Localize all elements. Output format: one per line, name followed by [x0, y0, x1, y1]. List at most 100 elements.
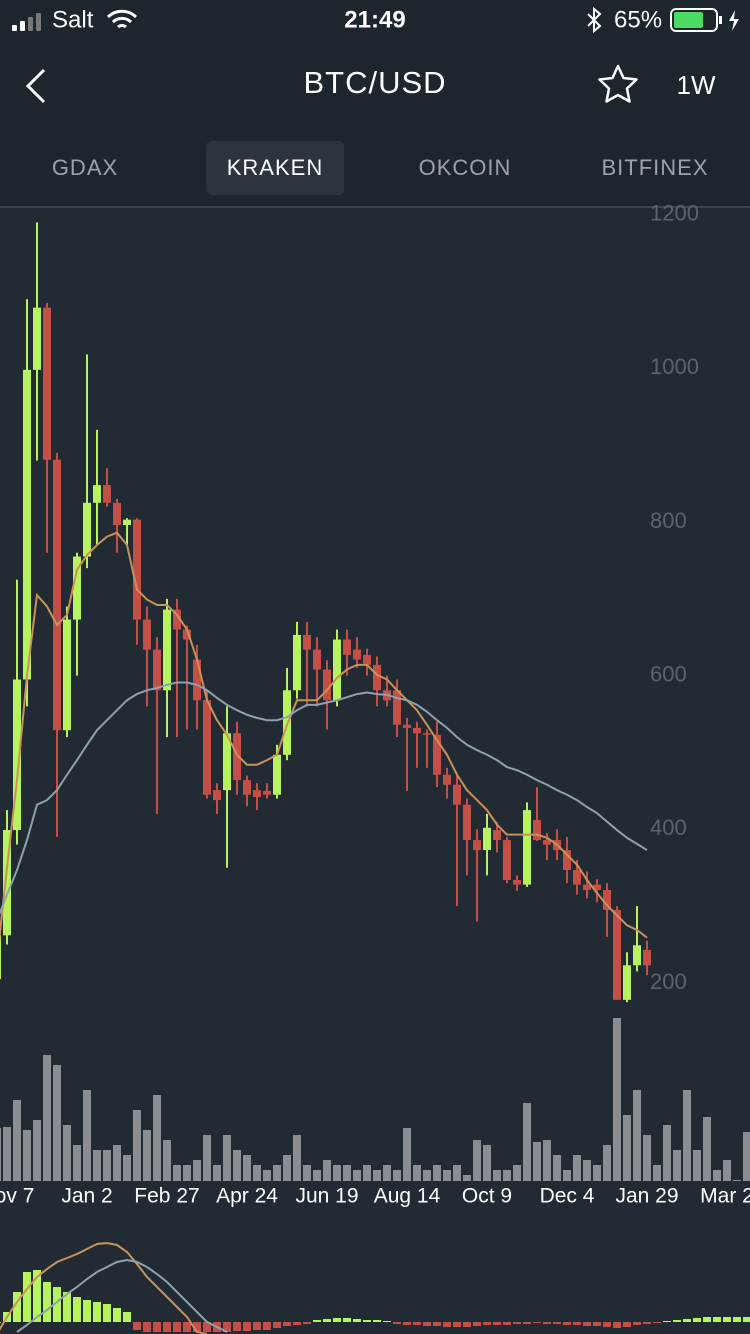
- candle-body: [483, 827, 491, 851]
- macd-bar: [533, 1322, 541, 1323]
- macd-bar: [663, 1321, 671, 1322]
- x-tick-label: Mar 2: [700, 1185, 750, 1208]
- macd-bar: [623, 1322, 631, 1327]
- candle-body: [443, 774, 451, 785]
- candle-body: [83, 502, 91, 557]
- macd-bar: [373, 1320, 381, 1322]
- plot: 200 400 600 800 1000 1200 Nov 7 Jan 2 Feb 27 Apr …: [0, 200, 750, 1334]
- macd-bar: [553, 1322, 561, 1324]
- volume-bar: [53, 1065, 61, 1181]
- volume-bar: [413, 1165, 421, 1181]
- tab[interactable]: BITFINEX: [601, 155, 708, 180]
- volume-bar: [423, 1170, 431, 1181]
- candle-body: [173, 609, 181, 630]
- volume-bar: [643, 1135, 651, 1181]
- interval-button[interactable]: 1W: [677, 70, 716, 100]
- candle-body: [583, 884, 591, 890]
- carrier: Salt: [52, 6, 94, 33]
- macd-bar: [303, 1322, 311, 1324]
- macd-bar: [413, 1322, 421, 1325]
- macd-bar: [673, 1320, 681, 1322]
- macd-bar: [123, 1312, 131, 1322]
- macd-bar: [653, 1322, 661, 1323]
- candle-body: [633, 945, 641, 966]
- candle-body: [233, 733, 241, 781]
- macd-bar: [613, 1322, 621, 1328]
- candle-body: [603, 889, 611, 910]
- macd-bar: [153, 1322, 161, 1332]
- macd-bar: [583, 1322, 591, 1326]
- macd-bar: [113, 1308, 121, 1322]
- volume-bar: [443, 1170, 451, 1181]
- macd-bar: [143, 1322, 151, 1332]
- tab[interactable]: OKCOIN: [419, 155, 512, 180]
- candle-body: [463, 804, 471, 841]
- macd-bar: [133, 1322, 141, 1330]
- candle-body: [213, 790, 221, 801]
- candle-body: [243, 780, 251, 795]
- x-tick-label: Dec 4: [540, 1185, 595, 1208]
- macd-bar: [593, 1322, 601, 1326]
- x-tick-label: Jan 29: [615, 1185, 678, 1208]
- candle-body: [93, 485, 101, 503]
- volume-bar: [433, 1165, 441, 1181]
- volume-bar: [213, 1165, 221, 1181]
- volume-bar: [13, 1100, 21, 1181]
- candle-body: [413, 727, 421, 734]
- volume-bar: [473, 1140, 481, 1181]
- candle-body: [3, 830, 11, 936]
- volume-bar: [483, 1145, 491, 1181]
- candle-body: [203, 700, 211, 795]
- volume-bar: [373, 1170, 381, 1181]
- macd-bar: [393, 1322, 401, 1324]
- volume-bar: [453, 1165, 461, 1181]
- volume-bar: [743, 1132, 750, 1181]
- candle-body: [13, 679, 21, 831]
- tab-highlight: [206, 141, 344, 195]
- volume-bar: [173, 1165, 181, 1181]
- volume-bar: [403, 1128, 411, 1181]
- macd-bar: [13, 1292, 21, 1322]
- back-button[interactable]: [25, 68, 46, 104]
- candle-body: [293, 634, 301, 691]
- volume-bar: [613, 1018, 621, 1181]
- macd-bar: [53, 1287, 61, 1322]
- tab[interactable]: GDAX: [52, 155, 118, 180]
- macd-line: [0, 1241, 208, 1334]
- volume-bar: [673, 1150, 681, 1181]
- candle-body: [163, 609, 171, 691]
- macd-bar: [563, 1322, 571, 1325]
- volume-bar: [243, 1155, 251, 1181]
- macd-bar: [253, 1322, 261, 1330]
- macd-bar: [513, 1322, 521, 1324]
- header-bg: [0, 0, 750, 207]
- macd-bar: [193, 1322, 201, 1332]
- candle-body: [103, 485, 111, 503]
- candle-body: [403, 724, 411, 728]
- macd-bar: [313, 1320, 321, 1322]
- volume-bar: [333, 1165, 341, 1181]
- macd-bar: [733, 1317, 741, 1322]
- battery-icon: [670, 8, 739, 32]
- volume-bar: [683, 1090, 691, 1181]
- moving-average: [0, 681, 648, 916]
- candle-body: [533, 820, 541, 841]
- macd-bar: [353, 1319, 361, 1322]
- macd-bar: [723, 1317, 731, 1322]
- tabs: GDAX KRAKEN OKCOIN BITFINEX: [52, 141, 708, 195]
- macd-bar: [23, 1272, 31, 1322]
- tab[interactable]: KRAKEN: [227, 155, 323, 180]
- volume-bar: [703, 1117, 711, 1181]
- volume-bar: [83, 1090, 91, 1181]
- candle-body: [503, 840, 511, 881]
- macd-bar: [743, 1317, 750, 1322]
- macd-bar: [343, 1318, 351, 1322]
- volume-bar: [193, 1160, 201, 1181]
- favorite-button[interactable]: [598, 64, 638, 103]
- macd-bar: [223, 1322, 231, 1332]
- volume-bar: [93, 1150, 101, 1181]
- y-tick-label: 1200: [650, 200, 699, 225]
- candle-body: [343, 639, 351, 655]
- volume-bar: [263, 1170, 271, 1181]
